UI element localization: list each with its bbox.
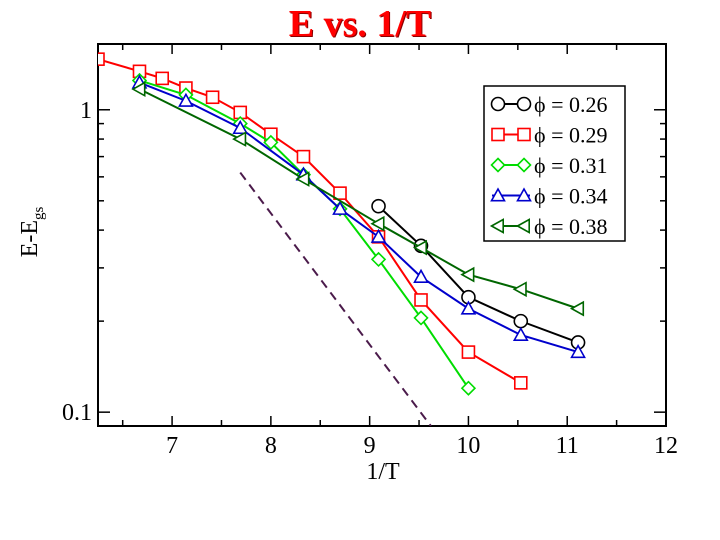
y-tick-label: 0.1 (62, 400, 92, 426)
x-tick-label: 12 (654, 433, 678, 459)
x-tick-label: 10 (456, 433, 480, 459)
data-point (295, 171, 310, 187)
plot-area (98, 52, 586, 426)
x-tick-label: 9 (364, 433, 376, 459)
legend-marker (515, 218, 531, 234)
x-tick-label: 11 (556, 433, 579, 459)
x-tick-label: 8 (265, 433, 277, 459)
data-point (413, 310, 429, 326)
reference-line (239, 171, 432, 426)
series-3 (131, 74, 586, 359)
data-point (460, 380, 477, 396)
legend-label: ϕ = 0.31 (534, 153, 608, 178)
series-line (98, 58, 522, 384)
series-line (139, 79, 470, 389)
data-point (232, 131, 247, 147)
series-0 (371, 198, 586, 350)
legend-label: ϕ = 0.38 (534, 214, 608, 239)
legend-marker (516, 187, 532, 202)
chart-title: E vs. 1/T (288, 3, 432, 45)
data-point (370, 215, 385, 232)
data-point (460, 300, 477, 315)
data-point (131, 81, 146, 98)
data-point (413, 268, 429, 283)
series-1 (98, 52, 528, 390)
legend-marker (489, 218, 505, 234)
data-point (371, 198, 386, 214)
legend-marker (516, 96, 532, 112)
legend-marker (517, 127, 531, 142)
data-point (296, 149, 311, 164)
x-axis-label: 1/T (366, 459, 400, 485)
legend-marker (490, 157, 506, 173)
data-point (155, 71, 170, 86)
series-2 (131, 72, 477, 396)
data-point (333, 186, 347, 200)
data-point (461, 345, 476, 359)
legend-marker (490, 96, 506, 112)
data-point (263, 134, 279, 151)
legend-label: ϕ = 0.34 (534, 184, 608, 209)
y-axis-label: E-Egs (17, 207, 47, 258)
data-point (512, 326, 529, 341)
data-point (570, 343, 586, 359)
series-4 (131, 81, 585, 317)
data-point (414, 293, 428, 307)
data-point (513, 313, 529, 329)
data-point (512, 281, 527, 298)
data-point (370, 251, 387, 268)
data-point (232, 119, 249, 135)
series-line (139, 81, 579, 354)
data-point (460, 266, 475, 283)
data-point (569, 300, 585, 317)
data-point (178, 92, 194, 107)
data-point (370, 228, 387, 243)
plot-frame (97, 43, 667, 427)
data-point (98, 52, 105, 66)
legend-label: ϕ = 0.29 (534, 123, 608, 148)
legend-marker (490, 187, 506, 202)
series-line (139, 88, 579, 310)
data-point (332, 200, 348, 215)
y-tick-label: 1 (80, 98, 92, 124)
data-point (205, 90, 220, 105)
data-point (412, 239, 428, 256)
data-point (513, 376, 528, 390)
legend-box (483, 85, 626, 242)
legend-label: ϕ = 0.26 (534, 92, 608, 117)
legend-marker (516, 157, 532, 173)
x-tick-label: 7 (166, 433, 178, 459)
legend-marker (491, 127, 505, 142)
